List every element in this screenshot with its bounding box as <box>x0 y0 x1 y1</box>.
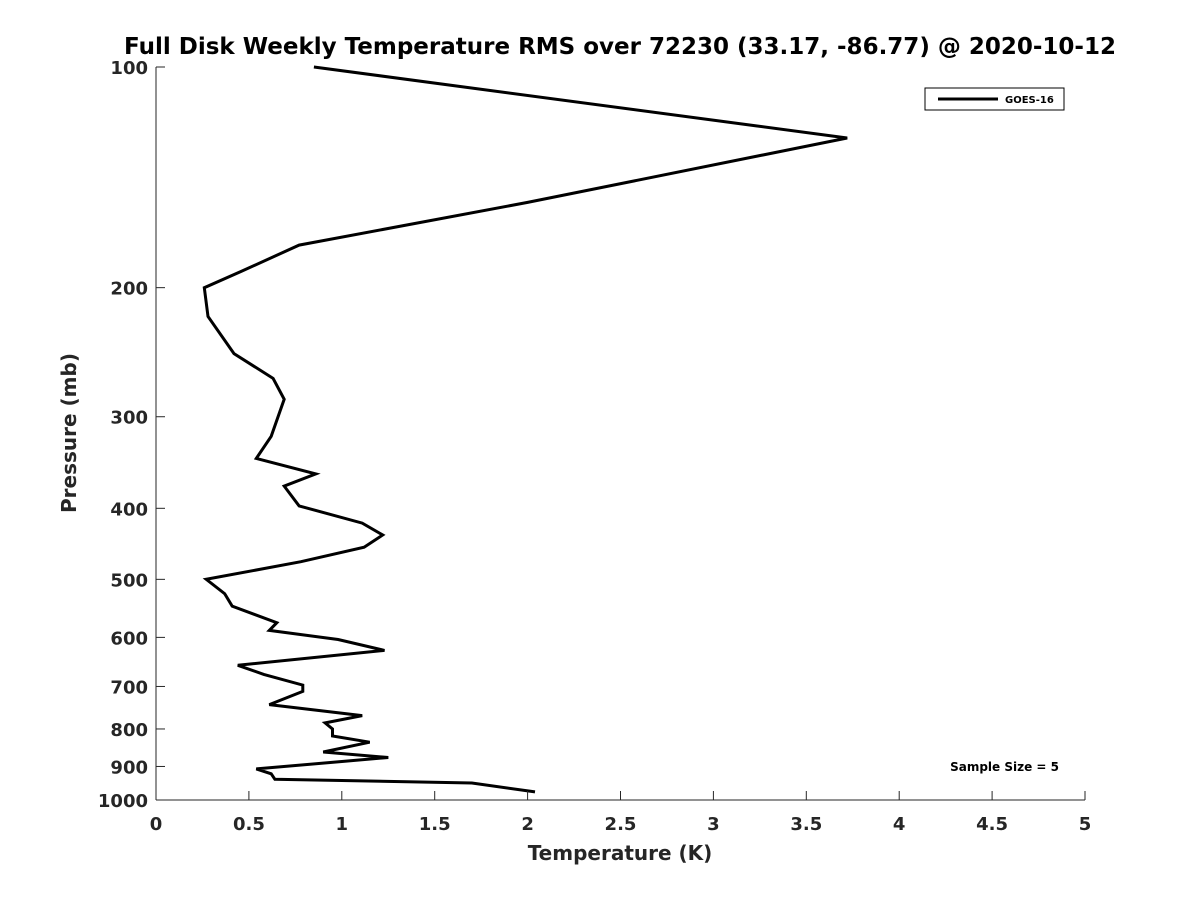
data-layer <box>202 65 848 794</box>
tick-layer: 0 0.5 1 1.5 2 2.5 3 3.5 4 4.5 5 100 200 300 400 500 600 7… <box>98 58 1091 835</box>
legend: GOES-16 <box>924 87 1065 111</box>
sample-size-annotation: Sample Size = 5 <box>950 760 1059 774</box>
x-tick-label: 2.5 <box>605 814 637 835</box>
y-tick-label: 800 <box>110 720 148 741</box>
y-tick-label: 900 <box>110 757 148 778</box>
y-tick-label: 1000 <box>98 791 148 812</box>
y-axis-label: Pressure (mb) <box>57 353 81 513</box>
x-tick-label: 5 <box>1079 814 1092 835</box>
legend-label: GOES-16 <box>1005 95 1054 106</box>
y-tick-label: 100 <box>110 58 148 79</box>
series-line-goes-16 <box>202 65 848 794</box>
x-tick-label: 1 <box>336 814 349 835</box>
y-tick-label: 700 <box>110 677 148 698</box>
y-tick-label: 200 <box>110 279 148 300</box>
y-tick-label: 600 <box>110 628 148 649</box>
x-axis-label: Temperature (K) <box>528 841 713 865</box>
x-tick-label: 1.5 <box>419 814 451 835</box>
x-tick-label: 0 <box>150 814 163 835</box>
x-tick-label: 3.5 <box>790 814 822 835</box>
x-tick-label: 4.5 <box>976 814 1008 835</box>
x-tick-label: 2 <box>521 814 534 835</box>
x-tick-label: 3 <box>707 814 720 835</box>
y-tick-label: 400 <box>110 499 148 520</box>
x-tick-label: 0.5 <box>233 814 265 835</box>
y-tick-label: 300 <box>110 408 148 429</box>
y-tick-label: 500 <box>110 570 148 591</box>
x-tick-label: 4 <box>893 814 906 835</box>
chart-title: Full Disk Weekly Temperature RMS over 72… <box>124 34 1116 60</box>
